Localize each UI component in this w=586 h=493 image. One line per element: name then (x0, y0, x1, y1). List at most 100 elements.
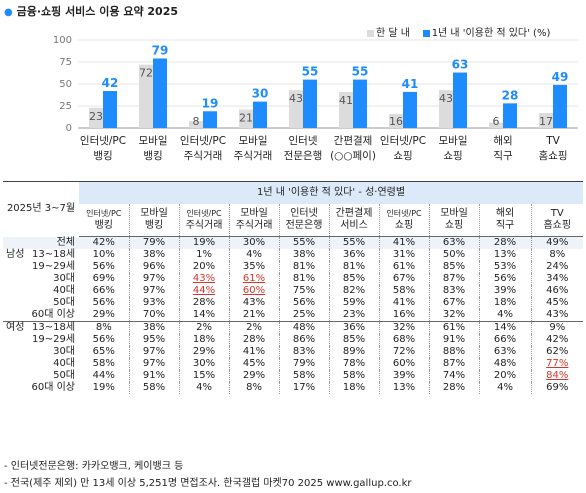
chart-title: ● 금융·쇼핑 서비스 이용 요약 2025 (4, 3, 178, 19)
footnote-2: - 전국(제주 제외) 만 13세 이상 5,251명 면접조사. 한국갤럽 마… (4, 478, 412, 489)
table-cell: 84% (530, 370, 584, 382)
category-label: 간편결제 (334, 134, 373, 147)
category-label: 모바일 (239, 134, 268, 147)
table-cell: 77% (530, 358, 584, 370)
data-label-month: 43 (439, 92, 453, 105)
table-cell: 18% (478, 297, 532, 309)
table-cell: 38% (278, 249, 330, 261)
y-tick-label: 25 (59, 101, 72, 112)
table-cell: 13% (478, 249, 532, 261)
column-header-line1: 모바일 (440, 208, 468, 219)
data-label-year: 55 (302, 65, 319, 79)
table-cell: 30% (228, 236, 280, 249)
data-label-month: 23 (89, 110, 103, 123)
row-group-label (3, 334, 27, 346)
table-cell: 18% (178, 334, 230, 346)
row-label: 60대 이상 (31, 382, 76, 393)
row-group-label (3, 358, 27, 370)
column-header-line2: 주식거래 (235, 220, 273, 231)
table-cell: 8% (530, 249, 584, 261)
table-cell: 39% (378, 370, 430, 382)
row-label: 50대 (53, 297, 76, 308)
table-cell: 28% (428, 382, 480, 394)
table-cell: 36% (328, 321, 380, 334)
bar-month (139, 64, 153, 128)
bar-month (89, 107, 103, 128)
table-cell: 41% (378, 297, 430, 309)
column-header-line2: 홈쇼핑 (543, 220, 572, 231)
row-group-label: 남성 (6, 249, 25, 260)
table-cell: 17% (278, 382, 330, 394)
bar-year (553, 84, 567, 128)
row-group-label: 여성 (3, 321, 27, 334)
table-cell: 48% (278, 321, 330, 334)
table-cell: 41% (228, 346, 280, 358)
table-cell: 58% (128, 382, 180, 394)
category-label: 모바일 (139, 134, 168, 147)
data-label-year: 49 (552, 70, 569, 84)
row-group-label (3, 370, 27, 382)
category-label: 인터넷/PC (180, 135, 226, 147)
category-label: 모바일 (439, 134, 468, 147)
table-cell: 29% (228, 370, 280, 382)
table-cell: 31% (378, 249, 430, 261)
table-row: 전체 42% 79% 19% 30% 55% 55% 41% 63% 28% 49% (3, 236, 584, 249)
table-cell: 78% (328, 358, 380, 370)
y-tick-label: 50 (59, 79, 72, 90)
table-cell: 97% (128, 346, 180, 358)
table-cell: 45% (530, 297, 584, 309)
table-cell: 58% (328, 370, 380, 382)
bullet-icon: ● (4, 7, 13, 18)
table-row: 30대 69% 97% 43% 61% 81% 85% 67% 87% 56% 34% (3, 273, 584, 285)
data-label-year: 55 (352, 65, 369, 79)
breakdown-table: 2025년 3~7월 1년 내 '이용한 적 있다' - 성·연령별 인터넷/P… (3, 181, 584, 394)
legend-label-year: 1년 내 '이용한 적 있다' (%) (431, 28, 551, 39)
row-group-label (3, 382, 27, 394)
column-header-line2: 전문은행 (285, 220, 323, 231)
data-label-month: 6 (493, 115, 500, 128)
table-cell: 88% (428, 346, 480, 358)
table-cell: 61% (378, 261, 430, 273)
column-header-line1: 인터넷/PC (86, 209, 122, 218)
table-cell: 69% (530, 382, 584, 394)
row-label: 50대 (53, 370, 76, 381)
table-cell: 14% (478, 321, 532, 334)
data-label-year: 19 (202, 96, 219, 110)
table-caption: 1년 내 '이용한 적 있다' - 성·연령별 (79, 181, 584, 204)
data-label-month: 16 (389, 115, 403, 128)
legend-label-month: 한 달 내 (376, 28, 410, 39)
table-cell: 2% (228, 321, 280, 334)
row-label: 13~18세 (27, 321, 80, 334)
table-cell: 55% (278, 236, 330, 249)
table-cell: 16% (378, 309, 430, 322)
bar-month (439, 90, 453, 128)
bar-year (403, 91, 417, 128)
row-group-label (3, 297, 27, 309)
table-cell: 87% (428, 273, 480, 285)
table-cell: 87% (428, 358, 480, 370)
category-label: 뱅킹 (93, 150, 112, 162)
category-label: 인터넷/PC (80, 135, 126, 147)
column-header: 간편결제 서비스 (328, 204, 380, 237)
table-cell: 20% (478, 370, 532, 382)
column-header-line1: 모바일 (140, 208, 168, 219)
category-label: 주식거래 (184, 150, 223, 162)
table-cell: 14% (178, 309, 230, 322)
column-header: 모바일 뱅킹 (128, 204, 180, 237)
table-cell: 28% (478, 236, 532, 249)
table-cell: 8% (228, 382, 280, 394)
table-cell: 43% (228, 297, 280, 309)
table-cell: 28% (178, 297, 230, 309)
table-cell: 24% (530, 261, 584, 273)
column-header-line1: TV (550, 208, 564, 219)
table-cell: 81% (278, 273, 330, 285)
table-cell: 89% (328, 346, 380, 358)
table-cell: 61% (428, 321, 480, 334)
table-cell: 85% (328, 273, 380, 285)
column-header-line2: 주식거래 (185, 220, 223, 231)
table-cell: 86% (278, 334, 330, 346)
table-cell: 66% (478, 334, 532, 346)
table-cell: 1% (178, 249, 230, 261)
table-cell: 39% (478, 285, 532, 297)
column-header-line2: 쇼핑 (444, 220, 464, 231)
